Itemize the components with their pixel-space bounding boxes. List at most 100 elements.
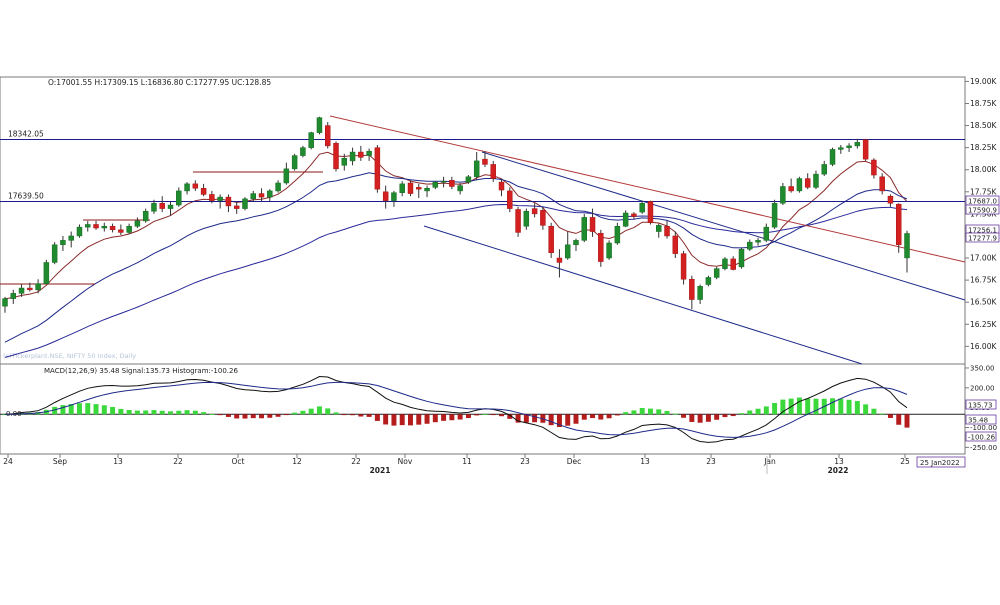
- candle-body-down: [93, 224, 99, 229]
- candle: [879, 173, 885, 195]
- candle: [258, 188, 265, 202]
- candle-body-down: [27, 287, 33, 291]
- candles: [2, 116, 910, 313]
- candle: [846, 143, 852, 153]
- histogram-bar-negative: [267, 414, 273, 418]
- candle-body-up: [18, 287, 25, 294]
- x-tick-label: 13: [640, 457, 650, 466]
- candle-body-up: [473, 160, 480, 178]
- candle-body-up: [854, 142, 861, 147]
- candle-body-up: [10, 293, 17, 299]
- histogram-bar-negative: [449, 414, 455, 421]
- histogram-bar-negative: [515, 414, 521, 423]
- candle: [242, 197, 248, 211]
- histogram-bar-negative: [275, 414, 281, 417]
- histogram-bar-positive: [134, 410, 140, 415]
- candle: [813, 170, 819, 190]
- candle-body-up: [2, 298, 8, 307]
- histogram-bar-positive: [639, 408, 645, 415]
- histogram-bar-positive: [101, 405, 107, 415]
- histogram-bar-negative: [234, 414, 240, 419]
- year-label: 2021: [370, 466, 391, 475]
- candle-body-up: [366, 150, 372, 156]
- candle-body-down: [382, 191, 389, 201]
- candle: [93, 220, 99, 230]
- candle: [647, 200, 654, 225]
- candle: [871, 158, 877, 179]
- candle: [697, 284, 703, 304]
- candle: [531, 203, 538, 218]
- candle: [705, 275, 712, 287]
- histogram-bar-negative: [581, 414, 587, 420]
- y-tick-label: 18.00K: [970, 165, 997, 174]
- candle: [895, 203, 902, 253]
- y-tick-label: 16.75K: [970, 276, 997, 285]
- macd-line: [4, 375, 908, 443]
- histogram-bar-positive: [143, 410, 149, 415]
- candle-body-down: [118, 229, 124, 233]
- current-date-label: 25 Jan2022: [920, 459, 960, 467]
- medium-moving-average-line: [4, 172, 908, 343]
- candle: [689, 275, 695, 310]
- candle: [341, 153, 348, 171]
- histogram-bar-negative: [606, 414, 612, 419]
- x-tick-label: 12: [292, 457, 302, 466]
- histogram-bar-negative: [283, 414, 289, 416]
- candle: [18, 284, 25, 297]
- candle-body-down: [664, 225, 670, 237]
- histogram-bar-negative: [490, 414, 496, 416]
- candle: [358, 145, 364, 161]
- candle-body-up: [142, 210, 149, 222]
- candle-body-down: [109, 225, 116, 231]
- candle-body-down: [895, 203, 902, 246]
- candle-body-up: [217, 196, 223, 201]
- x-tick-label: 25: [900, 457, 910, 466]
- histogram-bar-positive: [184, 410, 190, 415]
- histogram-bar-positive: [201, 412, 207, 415]
- macd-value-tag: [965, 399, 997, 410]
- candle: [498, 178, 505, 197]
- histogram-bar-negative: [250, 414, 256, 419]
- candle: [598, 229, 604, 267]
- candle-body-up: [713, 268, 720, 278]
- macd-panel: 350.00200.0050.00-100.00-250.00135.7335.…: [0, 364, 997, 452]
- candle-body-down: [548, 225, 554, 253]
- y-tick-label: 18.75K: [970, 99, 997, 108]
- candle: [730, 256, 736, 271]
- histogram-bar-negative: [259, 414, 265, 419]
- histogram-bar-positive: [325, 408, 331, 415]
- resistance-trendline: [329, 115, 966, 263]
- candle: [374, 144, 381, 193]
- histogram-bar-positive: [813, 398, 819, 415]
- candle-body-up: [291, 155, 298, 170]
- candle-body-up: [242, 198, 248, 209]
- candle-body-up: [184, 183, 190, 192]
- candle-body-up: [747, 241, 753, 250]
- candle: [424, 185, 430, 198]
- candle: [829, 147, 836, 167]
- x-tick-label: 22: [351, 457, 361, 466]
- candle: [126, 223, 132, 235]
- candle-body-up: [705, 277, 712, 285]
- channel-lower-line: [423, 225, 863, 365]
- candle: [887, 194, 894, 207]
- histogram-bar-positive: [68, 404, 74, 415]
- histogram-bar-negative: [383, 414, 389, 425]
- histogram-bar-positive: [110, 406, 116, 415]
- candle: [192, 180, 199, 191]
- candle: [60, 235, 66, 251]
- candle: [606, 240, 612, 260]
- candle-body-down: [887, 195, 894, 204]
- histogram-bar-positive: [846, 399, 852, 415]
- histogram-bar-negative: [408, 414, 413, 426]
- x-tick-label: Nov: [398, 457, 413, 466]
- histogram-bar-positive: [772, 402, 778, 415]
- candle-body-down: [507, 190, 513, 209]
- histogram-bar-positive: [168, 411, 173, 415]
- candle-body-up: [622, 212, 629, 227]
- candle: [672, 231, 679, 259]
- current-date-box: [916, 456, 966, 468]
- candle: [838, 144, 844, 154]
- candle: [804, 173, 811, 190]
- candle: [35, 279, 41, 294]
